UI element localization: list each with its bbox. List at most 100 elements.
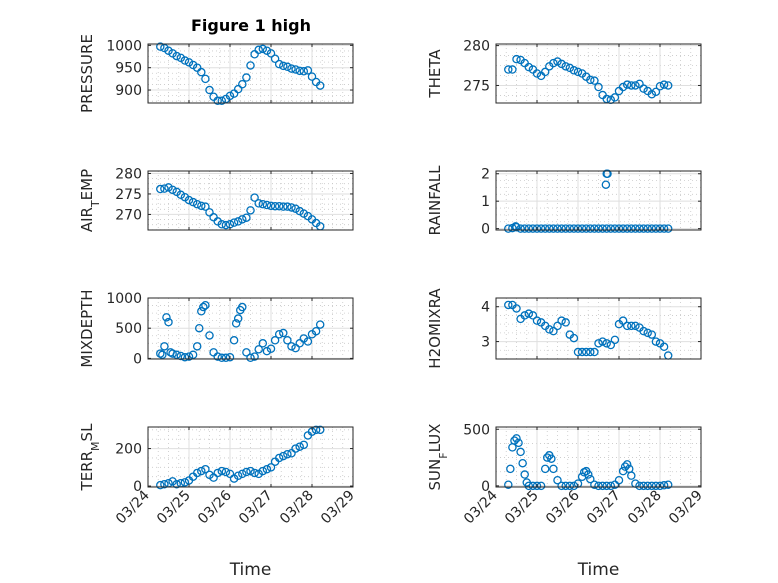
data-point — [639, 84, 648, 93]
data-point — [254, 45, 263, 55]
y-tick-label: 275 — [463, 78, 490, 94]
data-point — [659, 80, 669, 89]
data-point — [524, 481, 534, 491]
y-tick-label: 1 — [481, 194, 490, 210]
data-point — [238, 79, 247, 89]
data-point — [221, 353, 231, 363]
data-point — [603, 169, 612, 178]
data-point — [651, 87, 661, 97]
data-point — [242, 213, 251, 222]
data-point — [270, 201, 280, 211]
data-point — [156, 42, 165, 51]
data-point — [663, 224, 673, 233]
data-point — [573, 347, 583, 357]
data-point — [287, 342, 296, 351]
data-point — [283, 62, 292, 72]
data-point — [601, 180, 611, 189]
data-point — [199, 302, 208, 312]
data-point — [217, 96, 227, 106]
data-point — [197, 67, 206, 77]
data-point — [540, 464, 550, 474]
x-tick-label: 03/28 — [277, 488, 317, 528]
data-point — [287, 64, 296, 73]
data-point — [246, 353, 255, 363]
data-point — [504, 480, 513, 489]
data-point — [581, 347, 591, 357]
data-point — [250, 193, 259, 202]
data-point — [516, 447, 525, 457]
data-point — [238, 302, 247, 312]
data-point — [279, 451, 288, 461]
data-point — [622, 460, 632, 469]
data-point — [197, 201, 206, 211]
data-point — [266, 463, 276, 472]
data-point — [635, 481, 644, 491]
data-point — [643, 224, 652, 233]
data-point — [197, 466, 206, 476]
data-point — [532, 69, 542, 78]
data-point — [532, 224, 542, 233]
data-point — [266, 201, 276, 211]
data-point — [176, 351, 186, 361]
data-point — [238, 215, 247, 224]
data-point — [659, 342, 669, 352]
y-tick-label: 3 — [481, 335, 490, 351]
data-point — [553, 321, 562, 331]
data-point — [504, 300, 513, 310]
data-point — [635, 79, 644, 89]
data-point — [303, 66, 313, 75]
data-point — [594, 481, 603, 491]
data-point — [238, 469, 247, 479]
y-tick-label: 275 — [115, 187, 142, 203]
data-point — [205, 208, 214, 217]
data-point — [524, 62, 534, 72]
data-point — [242, 73, 251, 82]
data-point — [180, 478, 190, 487]
data-point — [192, 468, 202, 478]
data-point — [192, 199, 202, 209]
data-point — [156, 480, 165, 490]
data-point — [614, 224, 624, 233]
y-tick-label: 500 — [115, 321, 142, 337]
data-point — [618, 82, 628, 92]
data-point — [581, 224, 591, 233]
data-point — [622, 80, 632, 89]
data-point — [184, 352, 194, 361]
data-point — [299, 209, 309, 218]
data-point — [663, 480, 673, 489]
y-tick-label: 500 — [463, 422, 490, 438]
data-point — [242, 467, 251, 477]
data-point — [561, 481, 570, 491]
data-point — [590, 480, 599, 489]
data-point — [643, 328, 652, 338]
data-point — [504, 65, 513, 74]
data-point — [655, 224, 665, 233]
data-point — [569, 333, 579, 343]
data-point — [246, 61, 255, 70]
data-point — [545, 325, 554, 334]
y-tick-label: 0 — [133, 479, 142, 495]
data-point — [610, 335, 620, 345]
data-point — [194, 323, 204, 333]
data-point — [532, 316, 542, 325]
y-axis-label: TERRMSL — [78, 423, 102, 492]
data-point — [647, 330, 657, 339]
data-point — [162, 313, 171, 322]
data-point — [506, 464, 515, 474]
y-axis-label: THETA — [426, 49, 444, 99]
data-point — [643, 481, 652, 491]
data-point — [158, 350, 167, 360]
data-point — [217, 220, 227, 229]
data-point — [213, 468, 222, 478]
y-tick-label: 270 — [115, 207, 142, 223]
data-point — [225, 91, 235, 101]
data-point — [287, 203, 296, 212]
data-point — [221, 467, 231, 477]
data-point — [176, 190, 186, 200]
data-point — [180, 352, 190, 362]
data-point — [549, 464, 558, 474]
data-point — [647, 89, 657, 99]
